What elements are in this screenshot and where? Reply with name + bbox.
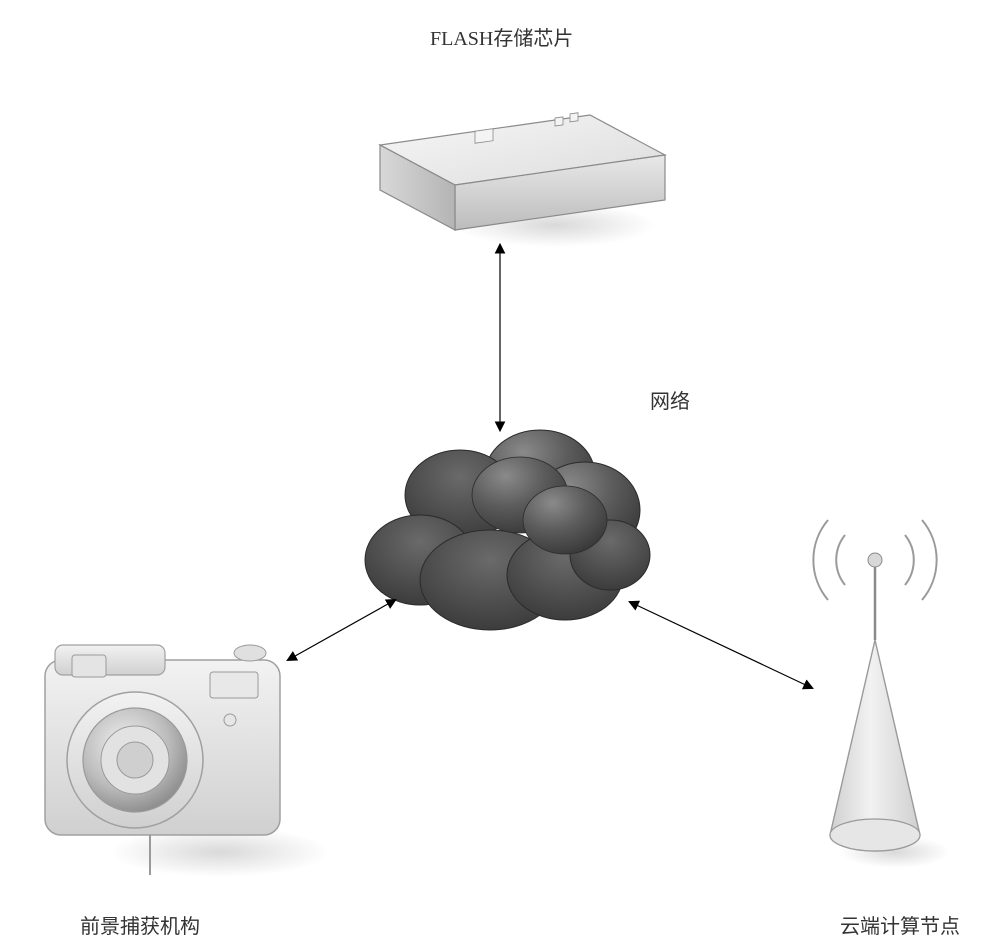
foreground-capture-label: 前景捕获机构 xyxy=(80,910,200,939)
flash-chip-label: FLASH存储芯片 xyxy=(430,22,573,51)
antenna-icon xyxy=(813,520,936,851)
network-cloud-icon xyxy=(365,430,650,630)
edge-camera-network xyxy=(288,600,395,660)
network-label: 网络 xyxy=(650,385,690,414)
edge-antenna-network xyxy=(630,602,812,688)
diagram-canvas xyxy=(0,0,1000,943)
cloud-node-label: 云端计算节点 xyxy=(840,910,960,939)
